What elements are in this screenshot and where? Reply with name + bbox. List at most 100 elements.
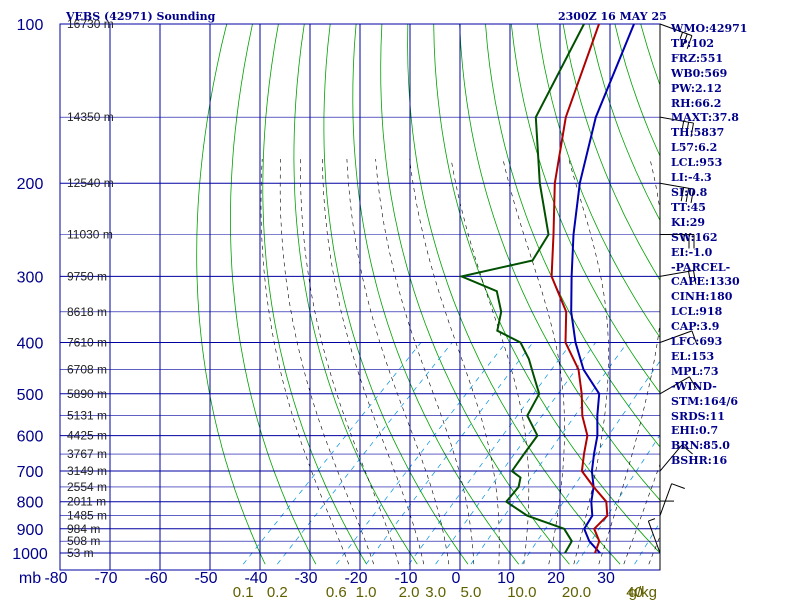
- index-line: TH:5837: [671, 126, 725, 140]
- index-line: EL:153: [671, 349, 715, 363]
- height-label: 11030 m: [67, 228, 113, 242]
- barb-shaft: [647, 520, 661, 554]
- chart-title: VEBS (42971) Sounding: [65, 10, 216, 23]
- barb-flag: [685, 188, 690, 203]
- index-line: -WIND-: [671, 379, 717, 393]
- moist-adiabat-line: [322, 158, 425, 565]
- wind-barb: [659, 23, 693, 49]
- barb-shaft: [659, 23, 693, 37]
- index-line: WB0:569: [671, 66, 728, 80]
- moist-adiabat-line: [260, 158, 350, 565]
- height-label: 9750 m: [67, 269, 107, 283]
- sounding-traces: [458, 24, 635, 554]
- mixing-ratio-line: [408, 342, 572, 565]
- index-line: PW:2.12: [671, 81, 722, 95]
- moist-adiabats: [260, 158, 660, 565]
- wind-barbs: [647, 23, 698, 570]
- height-label: 3767 m: [67, 447, 107, 461]
- index-line: BSHR:16: [671, 454, 728, 468]
- height-label: 6708 m: [67, 363, 107, 377]
- index-line: L57:6.2: [671, 141, 718, 155]
- parcel-trace: [570, 24, 635, 554]
- barb-half-flag: [681, 121, 685, 129]
- temperature-tick-label: -70: [94, 570, 117, 587]
- moist-adiabat-line: [300, 159, 400, 565]
- mixing-ratio-line: [365, 342, 534, 565]
- temperature-tick-label: -60: [144, 570, 167, 587]
- index-line: LFC:693: [671, 335, 723, 349]
- height-label: 53 m: [67, 546, 94, 560]
- dry-adiabat-line: [196, 24, 266, 565]
- mixing-ratio-label: 0.1: [233, 584, 254, 600]
- height-label: 2011 m: [67, 495, 106, 509]
- mixing-ratio-label: 5.0: [460, 584, 481, 600]
- pressure-tick-label: 200: [17, 176, 44, 193]
- height-label: 16730 m: [67, 17, 114, 31]
- mixing-ratio-unit: g/kg: [629, 584, 657, 600]
- wind-barb: [659, 500, 674, 536]
- temperature-tick-label: -10: [394, 570, 417, 587]
- height-label: 1485 m: [67, 509, 107, 523]
- index-line: TT:45: [671, 200, 706, 214]
- index-line: LI:-4.3: [671, 171, 712, 185]
- barb-flag: [690, 189, 694, 204]
- mixing-ratio-line: [576, 434, 660, 565]
- index-line: FRZ:551: [671, 51, 724, 65]
- wind-barb: [659, 330, 698, 345]
- wind-barb: [659, 483, 685, 516]
- barb-flag: [681, 444, 693, 455]
- pressure-tick-label: 800: [17, 495, 44, 512]
- wind-barb: [647, 518, 661, 554]
- pressure-tick-label: 600: [17, 429, 44, 446]
- height-label: 3149 m: [67, 464, 107, 478]
- barb-flag: [671, 483, 685, 489]
- mixing-ratio-line: [521, 360, 660, 565]
- mixing-ratio-label: 40: [626, 584, 643, 600]
- mixing-ratio-line: [470, 342, 628, 565]
- barb-shaft: [659, 270, 694, 277]
- wind-barb: [660, 234, 695, 249]
- barb-shaft: [659, 483, 673, 516]
- index-line: CINH:180: [671, 290, 733, 304]
- index-line: KI:29: [671, 215, 706, 229]
- index-line: STM:164/6: [671, 394, 738, 408]
- wind-barb: [659, 182, 694, 204]
- temperature-tick-label: -20: [344, 570, 367, 587]
- index-line: EI:-1.0: [671, 245, 713, 259]
- moist-adiabat-line: [409, 158, 500, 565]
- mixing-ratio-lines: [242, 342, 660, 565]
- index-line: TP:102: [671, 36, 715, 50]
- barb-half-flag: [679, 32, 684, 39]
- chart-time: 2300Z 16 MAY 25: [558, 10, 667, 23]
- mixing-ratio-line: [336, 342, 507, 565]
- pressure-tick-label: 100: [17, 17, 44, 34]
- barb-flag: [691, 330, 698, 345]
- mixing-ratio-label: 1.0: [356, 584, 377, 600]
- temperature-tick-label: 30: [597, 570, 615, 587]
- moist-adiabat-line: [598, 158, 660, 565]
- height-label: 984 m: [67, 522, 100, 536]
- height-label: 8618 m: [67, 305, 107, 319]
- index-line: SRDS:11: [671, 409, 725, 423]
- height-label: 12540 m: [67, 176, 114, 190]
- wind-barb: [659, 270, 697, 286]
- height-label: 2554 m: [67, 480, 107, 494]
- barb-shaft: [659, 116, 694, 124]
- temperature-tick-label: 20: [547, 570, 565, 587]
- height-label: 5131 m: [67, 409, 107, 423]
- index-line: RH:66.2: [671, 96, 722, 110]
- dry-adiabat-line: [293, 24, 418, 565]
- index-line: EHI:0.7: [671, 424, 719, 438]
- mixing-ratio-line: [242, 342, 422, 565]
- height-label: 5890 m: [67, 387, 107, 401]
- pressure-tick-label: 1000: [12, 546, 48, 563]
- mixing-ratio-label: 0.6: [326, 584, 347, 600]
- mixing-ratio-line: [277, 342, 453, 565]
- moist-adiabat-line: [346, 158, 450, 565]
- pressure-tick-label: 300: [17, 269, 44, 286]
- temperature-tick-label: -50: [194, 570, 217, 587]
- height-labels: 16730 m 14350 m 12540 m 11030 m 9750 m 8618 m…: [67, 17, 114, 560]
- moist-adiabat-line: [568, 158, 609, 565]
- wind-barb: [659, 376, 697, 395]
- index-line: MPL:73: [671, 364, 719, 378]
